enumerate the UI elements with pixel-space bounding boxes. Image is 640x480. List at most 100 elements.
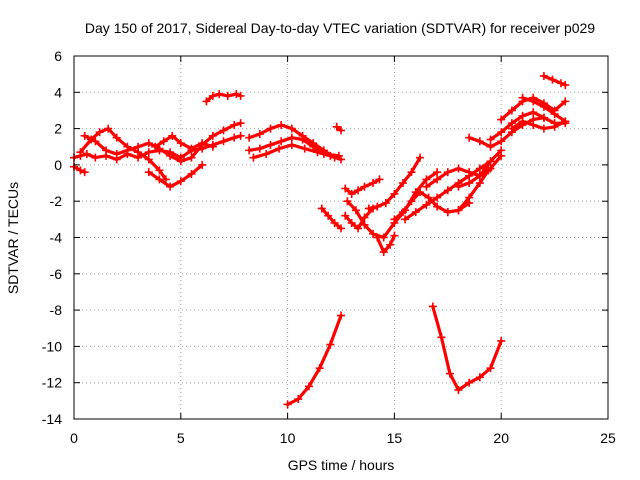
data-point bbox=[454, 206, 463, 215]
data-point bbox=[91, 137, 100, 146]
markers-arc-za bbox=[518, 93, 570, 126]
data-point bbox=[326, 151, 335, 160]
data-point bbox=[337, 311, 345, 320]
data-point bbox=[360, 213, 369, 222]
data-point bbox=[398, 179, 407, 188]
data-point bbox=[401, 215, 410, 224]
data-point bbox=[379, 248, 388, 257]
y-axis: 6 4 2 0 -2 -4 -6 -8 -10 -12 -14 bbox=[42, 48, 608, 427]
data-point bbox=[134, 142, 143, 151]
series-arc-w bbox=[467, 116, 546, 149]
data-point bbox=[294, 395, 303, 404]
markers-arc-m bbox=[341, 175, 384, 198]
data-point bbox=[443, 168, 452, 177]
data-point bbox=[95, 128, 104, 137]
data-point bbox=[347, 218, 356, 227]
data-point bbox=[91, 153, 100, 162]
data-point bbox=[343, 197, 352, 206]
data-point bbox=[561, 81, 570, 90]
data-point bbox=[550, 122, 559, 131]
data-point bbox=[411, 208, 420, 217]
data-point bbox=[245, 133, 254, 142]
data-point bbox=[497, 137, 506, 146]
data-point bbox=[416, 188, 425, 197]
data-point bbox=[198, 139, 207, 148]
data-point bbox=[337, 155, 345, 164]
data-point bbox=[465, 179, 474, 188]
x-axis-label: GPS time / hours bbox=[288, 457, 395, 473]
markers-arc-x bbox=[486, 108, 570, 144]
data-point bbox=[315, 364, 324, 373]
data-point bbox=[166, 182, 175, 191]
data-point bbox=[454, 182, 463, 191]
y-tick-label: -12 bbox=[42, 375, 62, 391]
data-point bbox=[155, 175, 164, 184]
data-point bbox=[262, 150, 271, 159]
data-point bbox=[104, 124, 113, 133]
data-point bbox=[300, 144, 309, 153]
data-point bbox=[497, 336, 506, 345]
data-point bbox=[236, 131, 245, 140]
data-point bbox=[557, 79, 566, 88]
data-point bbox=[561, 97, 570, 106]
data-point bbox=[475, 373, 484, 382]
data-point bbox=[497, 146, 506, 155]
data-point bbox=[219, 126, 228, 135]
series-arc-o bbox=[375, 234, 396, 254]
data-point bbox=[266, 140, 275, 149]
x-axis: 0 5 10 15 20 25 bbox=[70, 56, 616, 446]
data-point bbox=[369, 229, 378, 238]
data-point bbox=[428, 302, 437, 311]
data-point bbox=[518, 93, 527, 102]
data-point bbox=[187, 169, 196, 178]
data-point bbox=[407, 168, 416, 177]
series-arc-zc bbox=[286, 313, 343, 407]
data-point bbox=[187, 153, 196, 162]
data-point bbox=[373, 202, 382, 211]
data-point bbox=[390, 215, 399, 224]
data-point bbox=[486, 157, 495, 166]
markers-arc-e bbox=[151, 131, 217, 153]
markers-arc-j bbox=[249, 140, 345, 164]
y-tick-label: -14 bbox=[42, 411, 62, 427]
y-tick-label: -8 bbox=[50, 302, 63, 318]
data-point bbox=[381, 199, 390, 208]
data-point bbox=[433, 175, 442, 184]
data-point bbox=[390, 189, 399, 198]
series-arc-l bbox=[320, 206, 343, 230]
data-point bbox=[176, 177, 185, 186]
y-tick-label: 4 bbox=[54, 84, 62, 100]
data-point bbox=[465, 193, 474, 202]
data-point bbox=[375, 175, 384, 184]
data-point bbox=[102, 146, 111, 155]
data-point bbox=[275, 144, 284, 153]
data-point bbox=[337, 224, 345, 233]
data-point bbox=[232, 90, 241, 99]
data-point bbox=[454, 164, 463, 173]
data-point bbox=[369, 179, 378, 188]
data-point bbox=[518, 117, 527, 126]
series-arc-b bbox=[78, 127, 168, 181]
data-point bbox=[245, 146, 254, 155]
data-point bbox=[507, 106, 516, 115]
data-point bbox=[287, 133, 296, 142]
data-point bbox=[507, 124, 516, 133]
data-point bbox=[255, 144, 264, 153]
series-arc-c bbox=[83, 121, 243, 163]
data-point bbox=[215, 90, 224, 99]
data-point bbox=[445, 369, 454, 378]
data-point bbox=[422, 175, 431, 184]
x-tick-label: 20 bbox=[493, 430, 509, 446]
data-point bbox=[486, 135, 495, 144]
data-point bbox=[144, 139, 153, 148]
markers-arc-v bbox=[454, 146, 506, 191]
data-point bbox=[277, 120, 286, 129]
markers-arc-u bbox=[443, 166, 493, 217]
data-point bbox=[486, 142, 495, 151]
data-point bbox=[443, 186, 452, 195]
data-point bbox=[287, 140, 296, 149]
data-point bbox=[159, 137, 168, 146]
data-point bbox=[539, 124, 548, 133]
data-point bbox=[529, 97, 538, 106]
